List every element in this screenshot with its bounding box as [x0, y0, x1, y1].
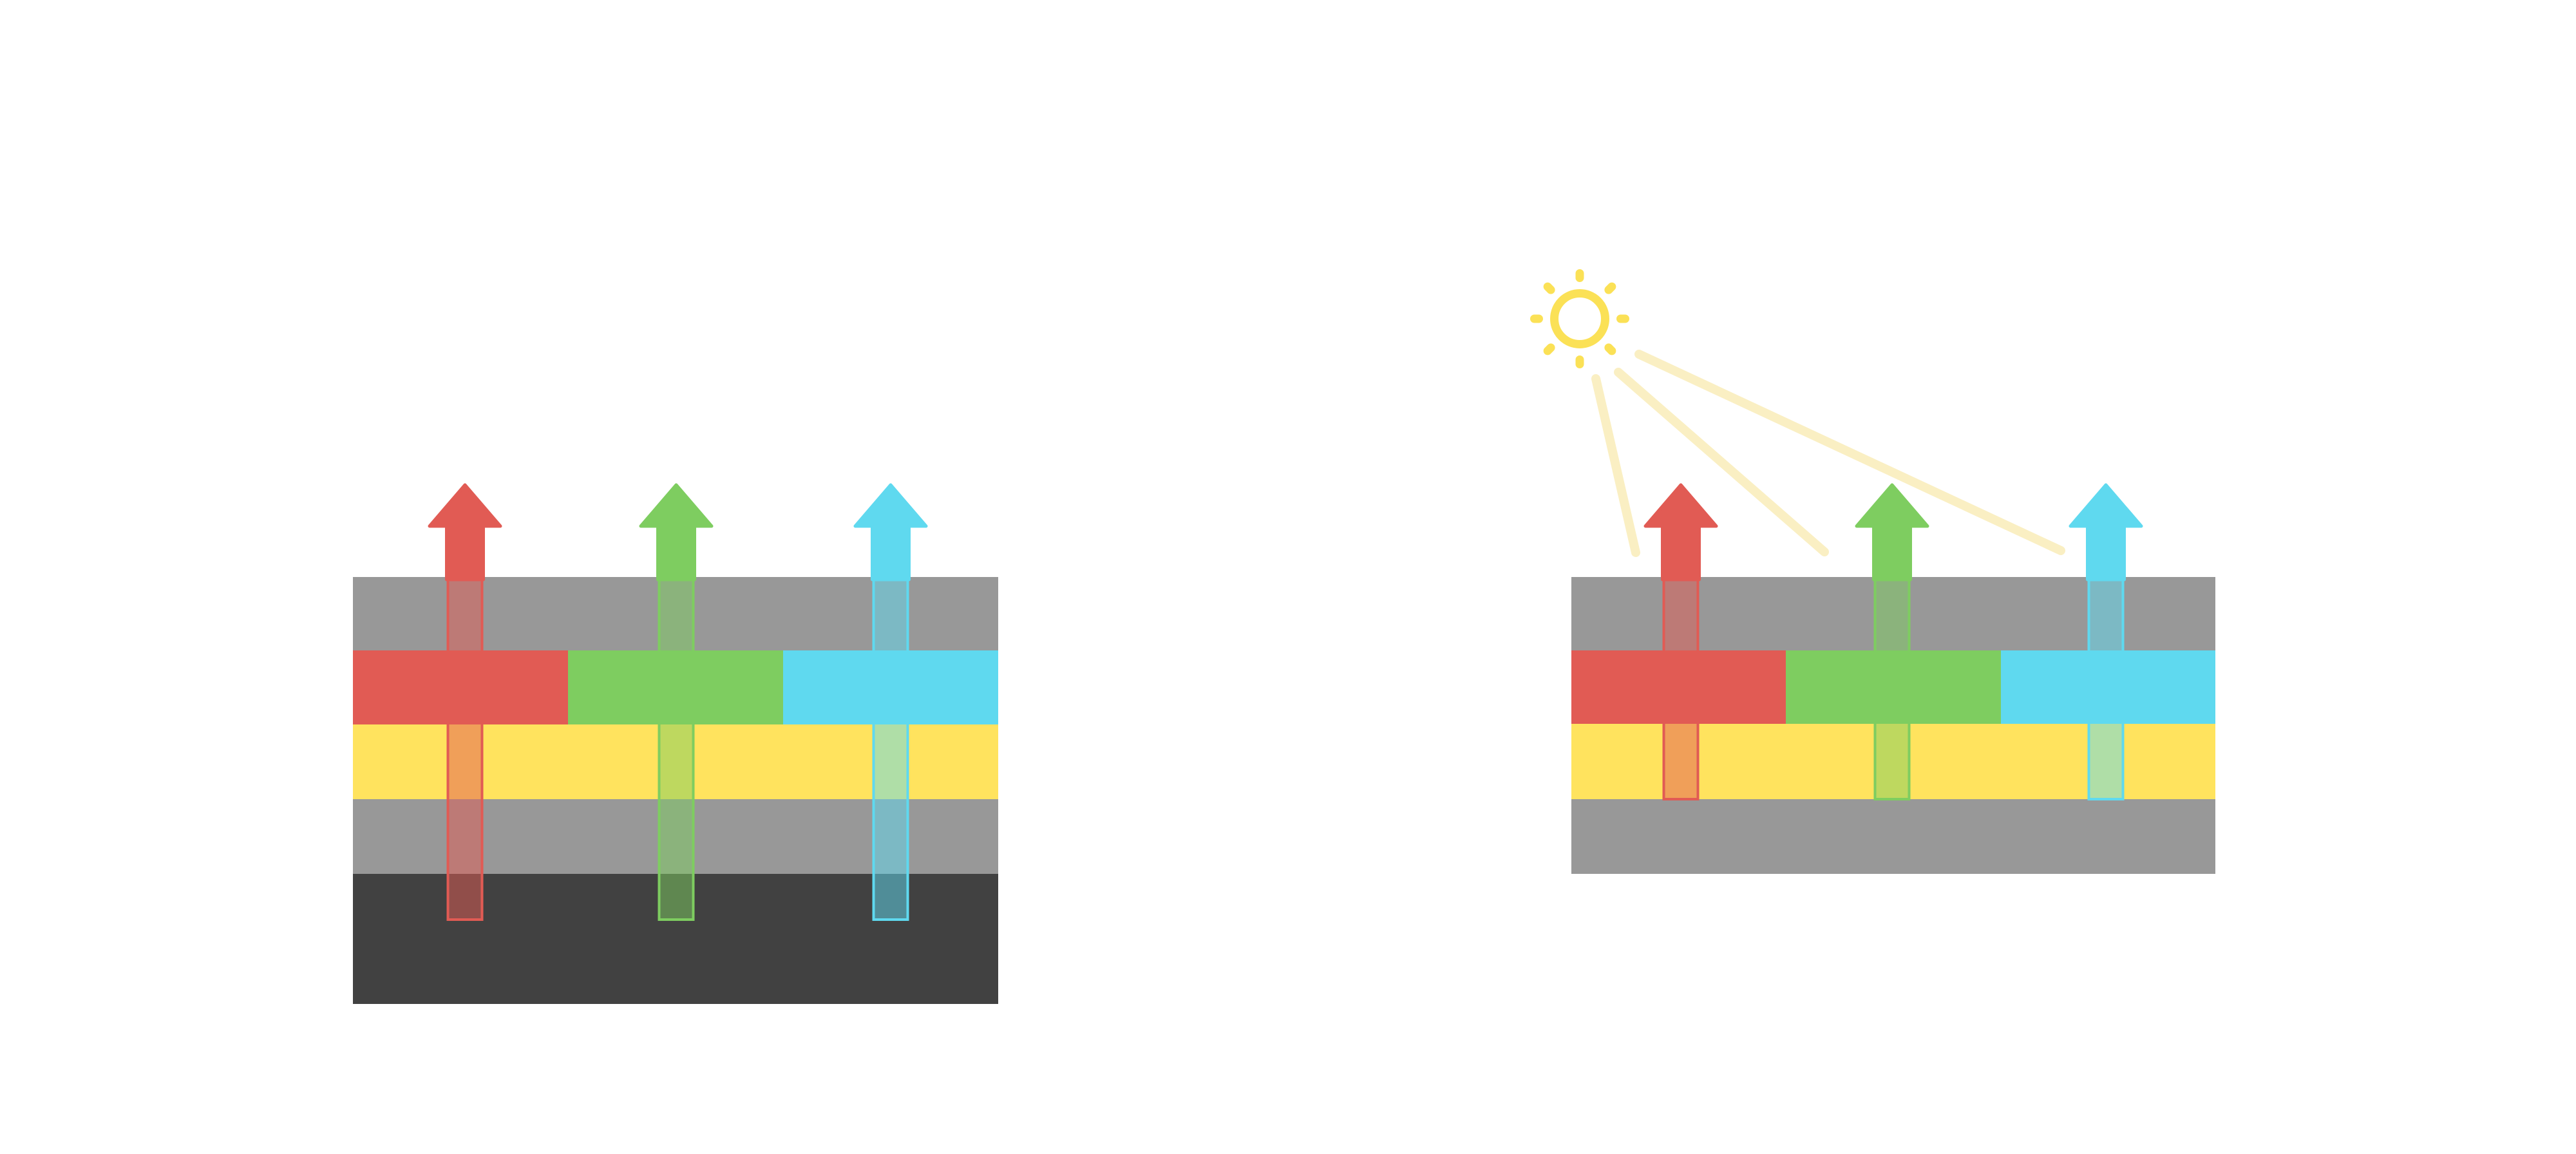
red-arrow-tail — [446, 576, 484, 921]
sun-disc — [1550, 289, 1609, 348]
blue-light-arrow — [2069, 483, 2143, 800]
sunbeam-ray — [1614, 368, 1829, 556]
blue-arrow-head — [2069, 483, 2143, 582]
sunbeam-ray — [1634, 350, 2065, 555]
green-arrow-tail — [1873, 576, 1911, 800]
green-arrow-head — [1855, 483, 1929, 582]
green-light-arrow — [1855, 483, 1929, 800]
gray-layer-bottom — [1571, 799, 2215, 874]
red-light-arrow — [1643, 483, 1718, 800]
sunbeam-ray — [1591, 374, 1640, 557]
sun-ray — [1616, 314, 1629, 323]
blue-light-arrow — [853, 483, 928, 921]
sun-ray — [1575, 269, 1584, 282]
sun-ray — [1530, 314, 1543, 323]
red-arrow-head — [1643, 483, 1718, 582]
red-arrow-head — [428, 483, 502, 582]
blue-arrow-tail — [872, 576, 909, 921]
sun-ray — [1575, 355, 1584, 368]
green-light-arrow — [639, 483, 714, 921]
sun-ray — [1543, 343, 1555, 355]
red-arrow-tail — [1662, 576, 1700, 800]
sun-ray — [1604, 282, 1616, 294]
green-arrow-head — [639, 483, 714, 582]
blue-arrow-head — [853, 483, 928, 582]
sun-ray — [1543, 282, 1555, 294]
blue-arrow-tail — [2087, 576, 2125, 800]
sunbeam-group — [1591, 350, 2065, 557]
sun-ray — [1604, 343, 1616, 355]
green-arrow-tail — [658, 576, 695, 921]
sun-icon — [1530, 269, 1629, 368]
red-light-arrow — [428, 483, 502, 921]
